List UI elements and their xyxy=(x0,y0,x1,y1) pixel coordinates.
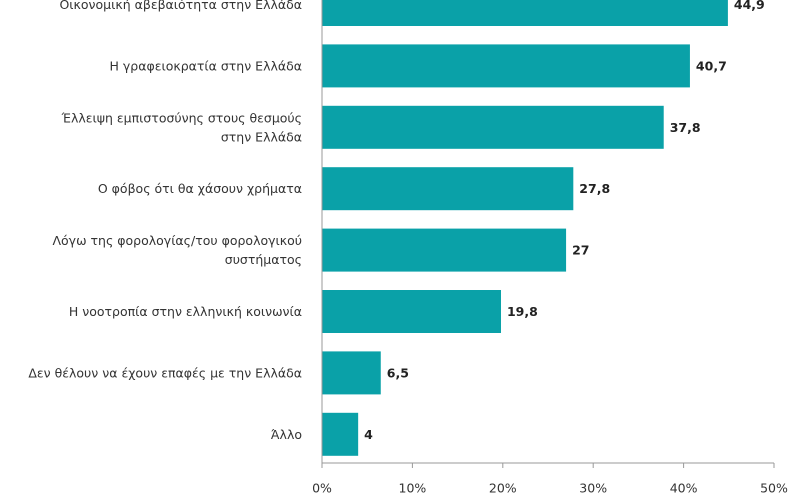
data-label: 19,8 xyxy=(507,304,538,319)
category-label: Έλλειψη εμπιστοσύνης στους θεσμούς xyxy=(61,110,302,125)
x-tick-label: 0% xyxy=(312,481,332,496)
x-tick-label: 30% xyxy=(579,481,607,496)
data-label: 37,8 xyxy=(670,120,701,135)
data-label: 6,5 xyxy=(387,365,409,380)
value-labels-group: 44,9 40,7 37,8 27,8 27 19,8 6,5 4 xyxy=(364,0,765,442)
bar xyxy=(322,167,574,211)
x-tick-label: 50% xyxy=(760,481,788,496)
category-label: Η νοοτροπία στην ελληνική κοινωνία xyxy=(69,304,302,319)
category-label: Άλλο xyxy=(271,427,302,442)
category-labels-group: Οικονομική αβεβαιότητα στην Ελλάδα Η γραφ… xyxy=(28,0,302,442)
data-label: 44,9 xyxy=(734,0,765,12)
bar xyxy=(322,228,567,272)
category-label: Δεν θέλουν να έχουν επαφές με την Ελλάδα xyxy=(28,365,302,380)
bar xyxy=(322,351,381,395)
bars-group xyxy=(322,0,728,456)
bar xyxy=(322,0,728,26)
category-label: Οικονομική αβεβαιότητα στην Ελλάδα xyxy=(59,0,302,12)
x-tick-label: 40% xyxy=(670,481,698,496)
data-label: 4 xyxy=(364,427,373,442)
x-tick-label: 20% xyxy=(489,481,517,496)
category-label: συστήματος xyxy=(225,252,302,267)
x-ticks-group: 0% 10% 20% 30% 40% 50% xyxy=(312,463,788,496)
data-label: 27 xyxy=(572,243,589,258)
bar xyxy=(322,290,501,333)
category-label: Λόγω της φορολογίας/του φορολογικού xyxy=(52,233,302,248)
category-label: Ο φόβος ότι θα χάσουν χρήματα xyxy=(98,181,302,196)
category-label: στην Ελλάδα xyxy=(221,129,302,144)
category-label: Η γραφειοκρατία στην Ελλάδα xyxy=(110,58,302,73)
bar xyxy=(322,44,690,88)
data-label: 27,8 xyxy=(579,181,610,196)
bar xyxy=(322,105,664,149)
bar xyxy=(322,412,359,456)
x-tick-label: 10% xyxy=(399,481,427,496)
data-label: 40,7 xyxy=(696,58,727,73)
